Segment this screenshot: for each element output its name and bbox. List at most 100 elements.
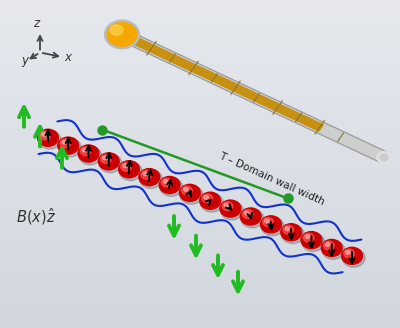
Circle shape: [38, 130, 61, 149]
Bar: [0, 213, 400, 217]
Circle shape: [261, 217, 284, 236]
Circle shape: [40, 131, 50, 140]
Circle shape: [60, 139, 71, 148]
Bar: [0, 176, 400, 180]
Circle shape: [58, 137, 79, 154]
Bar: [0, 119, 400, 123]
Bar: [0, 53, 400, 57]
Circle shape: [121, 162, 132, 171]
Bar: [0, 66, 400, 70]
Circle shape: [180, 184, 200, 201]
Bar: [0, 201, 400, 205]
Text: T – Domain wall width: T – Domain wall width: [218, 150, 326, 207]
Bar: [0, 57, 400, 62]
Bar: [0, 123, 400, 127]
Bar: [0, 16, 400, 20]
Bar: [0, 49, 400, 53]
Bar: [0, 246, 400, 250]
Bar: [0, 180, 400, 184]
Circle shape: [139, 169, 160, 186]
Circle shape: [377, 152, 391, 163]
Circle shape: [305, 235, 310, 238]
Bar: [0, 164, 400, 168]
Bar: [0, 82, 400, 86]
Bar: [0, 189, 400, 193]
Bar: [0, 225, 400, 230]
Bar: [0, 107, 400, 111]
Circle shape: [283, 225, 294, 234]
Circle shape: [303, 233, 314, 242]
Circle shape: [200, 192, 220, 209]
Bar: [0, 197, 400, 201]
Bar: [0, 25, 400, 29]
Bar: [0, 250, 400, 254]
Bar: [0, 127, 400, 131]
Bar: [0, 86, 400, 90]
Circle shape: [281, 225, 304, 244]
Circle shape: [242, 210, 253, 218]
Circle shape: [62, 140, 67, 144]
Bar: [0, 234, 400, 238]
Circle shape: [119, 162, 142, 181]
Bar: [0, 139, 400, 144]
Bar: [0, 160, 400, 164]
Circle shape: [220, 201, 244, 220]
Bar: [0, 33, 400, 37]
Circle shape: [222, 202, 233, 211]
Bar: [0, 0, 400, 4]
Circle shape: [159, 176, 180, 194]
Circle shape: [123, 164, 128, 168]
Circle shape: [143, 172, 148, 175]
Bar: [0, 90, 400, 94]
Bar: [0, 316, 400, 320]
Bar: [0, 308, 400, 312]
Circle shape: [244, 211, 249, 215]
Circle shape: [281, 224, 302, 241]
Bar: [0, 184, 400, 189]
Bar: [0, 172, 400, 176]
Bar: [0, 45, 400, 49]
Circle shape: [82, 148, 87, 152]
Circle shape: [58, 138, 81, 157]
Circle shape: [301, 232, 322, 249]
Circle shape: [42, 133, 46, 136]
Bar: [0, 168, 400, 172]
Bar: [0, 217, 400, 221]
Circle shape: [184, 188, 188, 191]
Bar: [0, 156, 400, 160]
Circle shape: [342, 248, 365, 267]
Circle shape: [78, 145, 99, 162]
Circle shape: [100, 154, 111, 163]
Circle shape: [302, 233, 324, 252]
Polygon shape: [134, 38, 323, 131]
Circle shape: [263, 217, 274, 226]
Text: $B(x)\hat{z}$: $B(x)\hat{z}$: [16, 206, 56, 227]
Bar: [0, 74, 400, 78]
Bar: [0, 135, 400, 139]
Bar: [0, 12, 400, 16]
Bar: [0, 4, 400, 8]
Circle shape: [98, 153, 119, 170]
Text: y: y: [21, 54, 28, 67]
Bar: [0, 238, 400, 242]
Circle shape: [324, 241, 334, 250]
Bar: [0, 148, 400, 152]
Bar: [0, 29, 400, 33]
Circle shape: [163, 180, 168, 183]
Circle shape: [99, 154, 122, 173]
Circle shape: [285, 227, 290, 231]
Circle shape: [182, 186, 192, 195]
Bar: [0, 78, 400, 82]
Bar: [0, 37, 400, 41]
Circle shape: [342, 247, 362, 264]
Circle shape: [105, 21, 139, 48]
Bar: [0, 295, 400, 299]
Bar: [0, 291, 400, 295]
Bar: [0, 254, 400, 258]
Bar: [0, 144, 400, 148]
Bar: [0, 102, 400, 107]
Circle shape: [322, 240, 345, 259]
Bar: [0, 111, 400, 115]
Bar: [0, 262, 400, 266]
Circle shape: [344, 249, 354, 258]
